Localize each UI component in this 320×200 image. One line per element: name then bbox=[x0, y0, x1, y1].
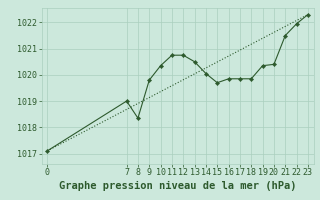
X-axis label: Graphe pression niveau de la mer (hPa): Graphe pression niveau de la mer (hPa) bbox=[59, 181, 296, 191]
